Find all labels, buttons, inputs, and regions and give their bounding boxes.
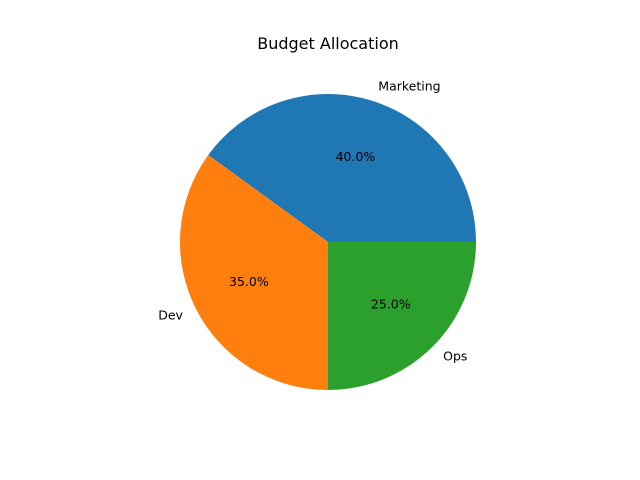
pie-slice-marketing bbox=[208, 94, 477, 242]
slice-percent-marketing: 40.0% bbox=[336, 149, 376, 164]
slice-label-ops: Ops bbox=[443, 349, 467, 364]
pie-labels: Marketing 40.0% Dev 35.0% Ops 25.0% bbox=[158, 79, 467, 364]
pie-slices bbox=[179, 94, 477, 390]
pie-slice-ops bbox=[328, 242, 476, 390]
slice-percent-dev: 35.0% bbox=[229, 274, 269, 289]
slice-label-dev: Dev bbox=[158, 307, 183, 322]
pie-slice-dev bbox=[179, 155, 328, 390]
slice-label-marketing: Marketing bbox=[378, 79, 440, 94]
chart-title: Budget Allocation bbox=[257, 34, 399, 53]
slice-percent-ops: 25.0% bbox=[371, 296, 411, 311]
